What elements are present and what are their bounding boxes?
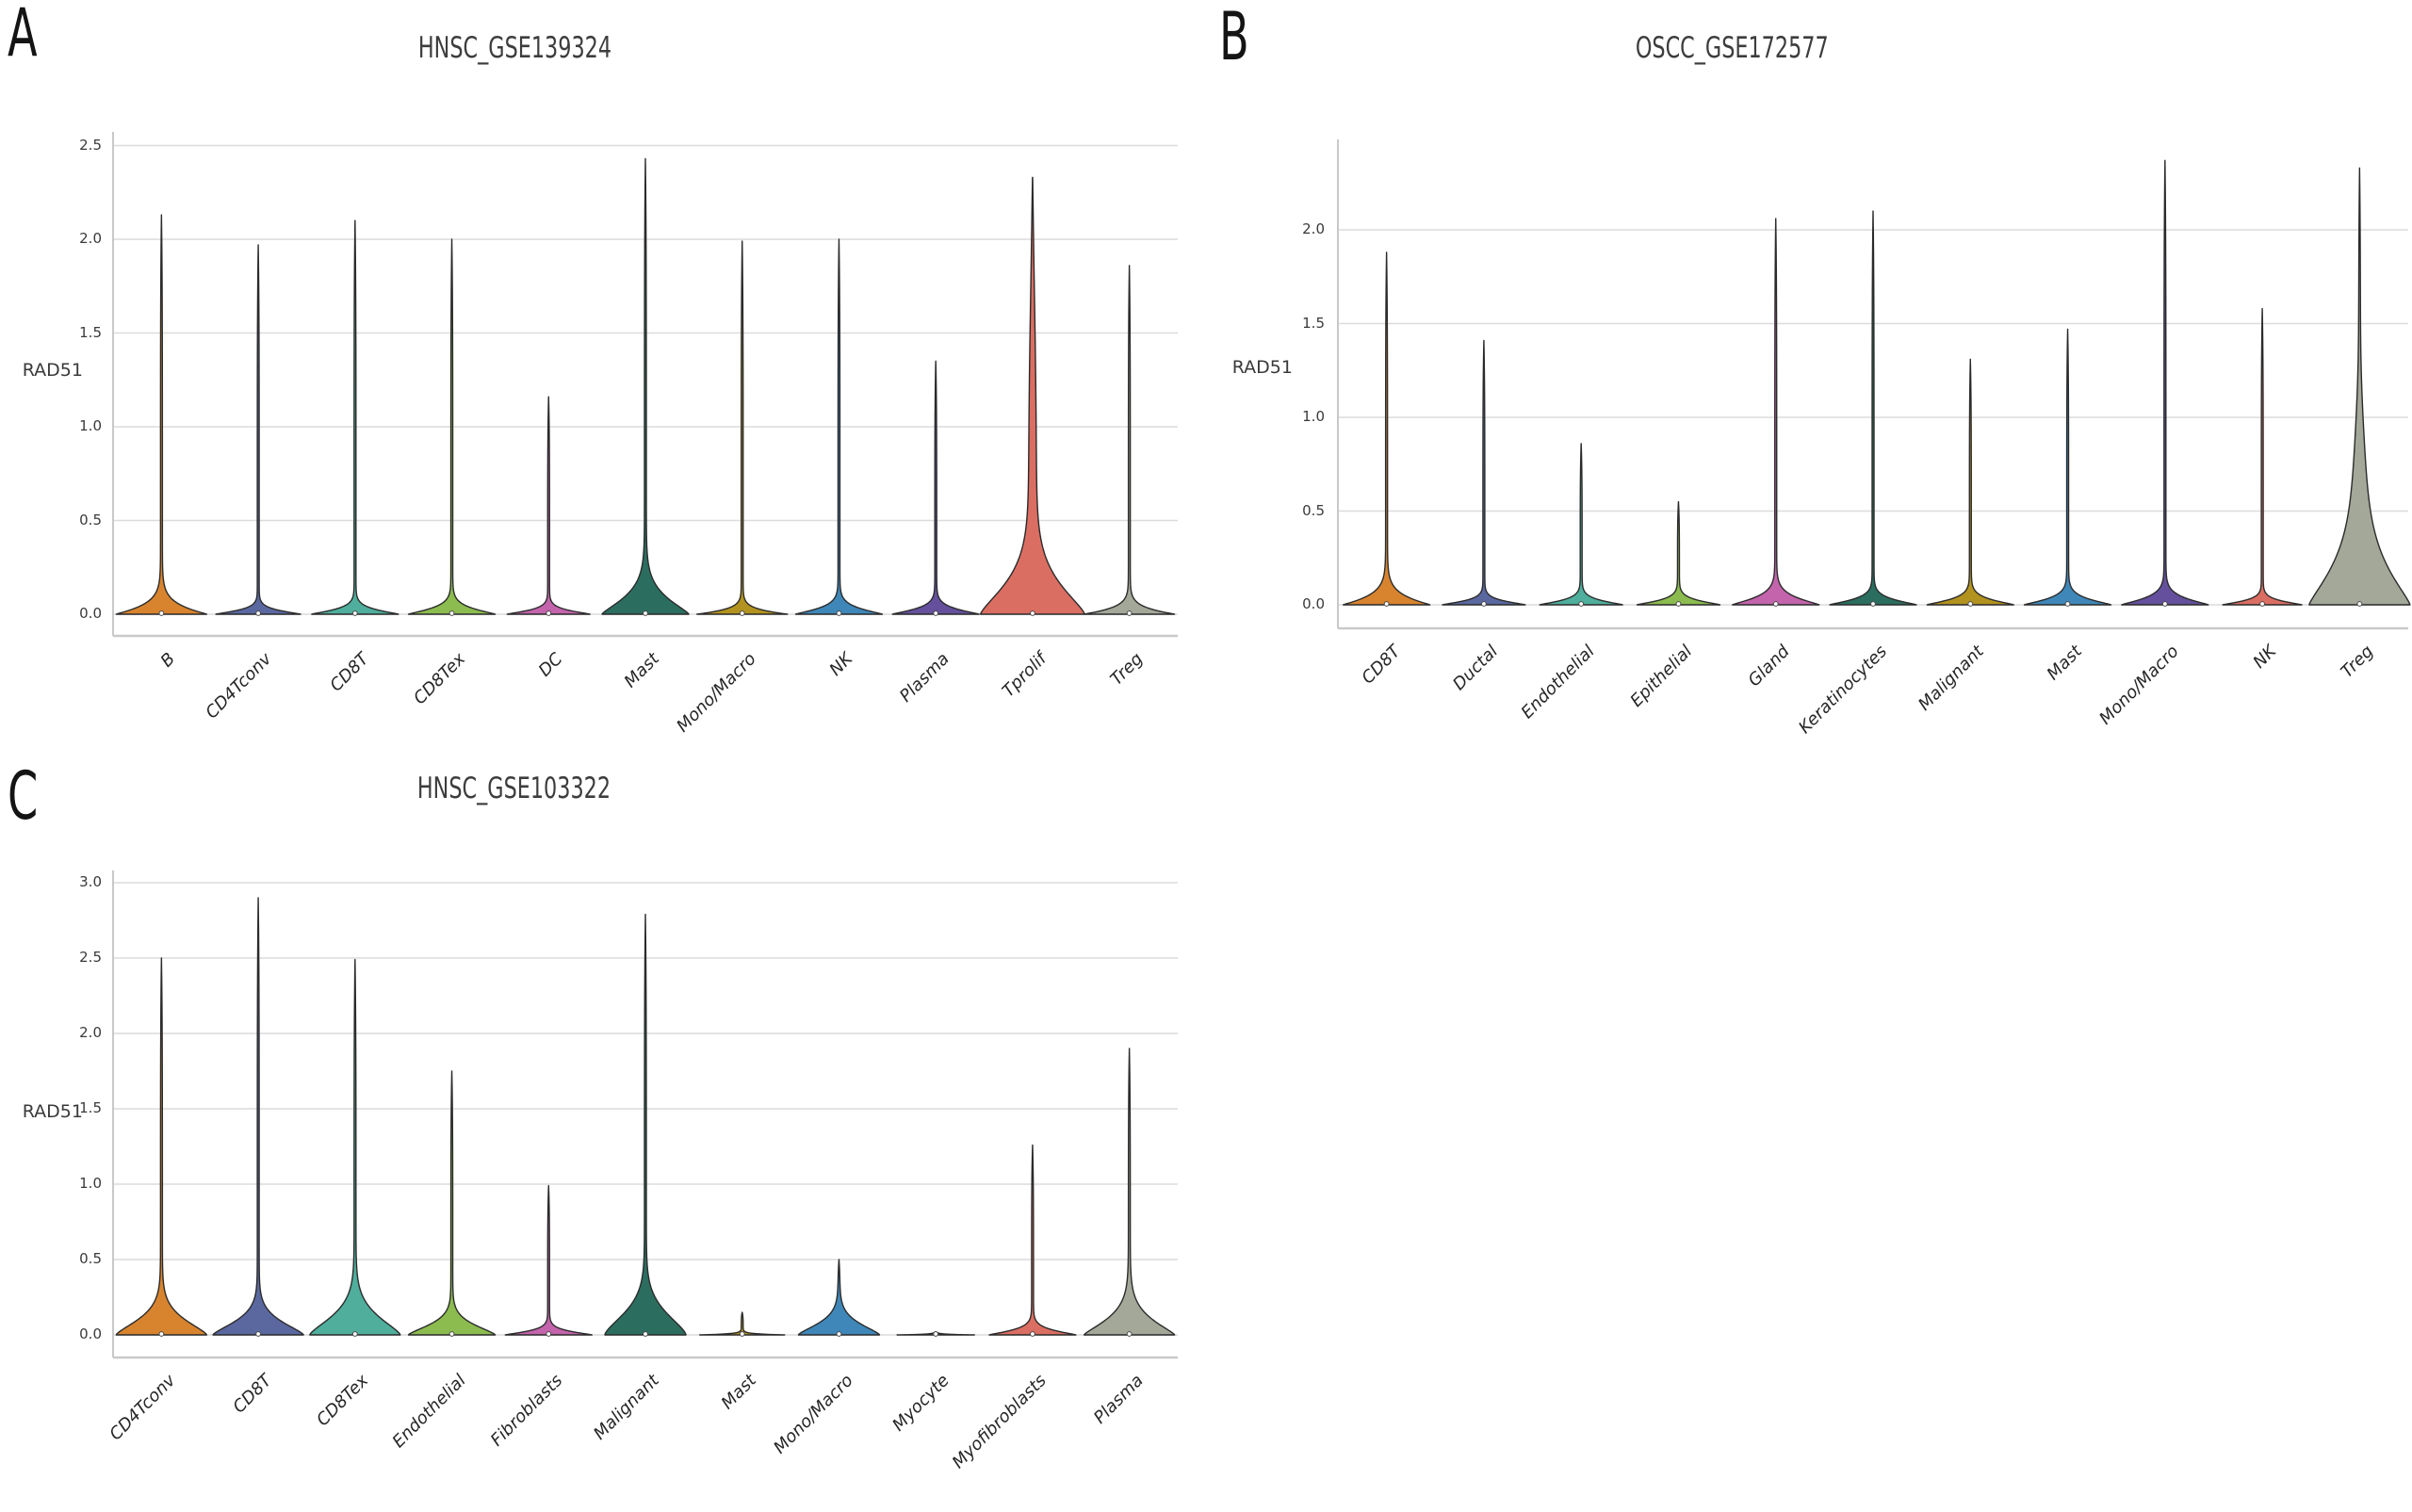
violin-mast — [601, 157, 690, 615]
violin-plasma — [1083, 1048, 1176, 1336]
panel-label-b: B — [1219, 0, 1249, 75]
median-dot — [643, 1331, 648, 1337]
median-dot — [1126, 1331, 1133, 1337]
median-dot — [351, 1331, 358, 1337]
y-tick-label: 1.5 — [1302, 314, 1325, 332]
panel-b-title: OSCC_GSE172577 — [1635, 31, 1829, 65]
y-tick-label: 0.0 — [79, 1325, 102, 1342]
median-dot — [739, 1331, 745, 1337]
y-tick-label: 1.0 — [79, 1175, 102, 1192]
y-tick-label: 1.5 — [79, 1099, 102, 1116]
median-dot — [255, 1331, 261, 1337]
median-dot — [158, 610, 165, 616]
violin-tprolif — [980, 176, 1085, 615]
panel-a-y-axis-label: RAD51 — [22, 360, 83, 381]
violin-ductal — [1442, 339, 1526, 606]
violin-cd8tex — [407, 238, 497, 615]
y-tick-label: 0.5 — [1302, 501, 1325, 519]
violin-treg — [1083, 265, 1176, 615]
median-dot — [1030, 1331, 1035, 1337]
violin-myofibroblasts — [988, 1144, 1077, 1336]
median-dot — [546, 1331, 552, 1337]
violin-mast — [699, 1311, 786, 1336]
y-tick-label: 2.0 — [79, 230, 102, 247]
violin-cd4tconv — [115, 957, 208, 1336]
panel-c-plot — [112, 870, 1178, 1359]
violin-endothelial — [407, 1070, 497, 1336]
panel-a-plot — [112, 132, 1178, 638]
y-tick-label: 0.0 — [1302, 595, 1325, 612]
median-dot — [836, 1331, 842, 1337]
panel-b-y-axis-label: RAD51 — [1231, 357, 1293, 378]
violin-mast — [2023, 328, 2112, 606]
y-tick-label: 2.0 — [79, 1024, 102, 1041]
violin-cd8t — [212, 897, 304, 1336]
y-tick-label: 1.0 — [79, 417, 102, 434]
median-dot — [933, 610, 939, 616]
y-tick-label: 0.0 — [79, 605, 102, 622]
median-dot — [2161, 601, 2168, 607]
median-dot — [448, 610, 455, 616]
violin-gland — [1732, 218, 1820, 606]
y-tick-label: 0.5 — [79, 1250, 102, 1267]
panel-a-title: HNSC_GSE139324 — [417, 31, 611, 65]
median-dot — [1578, 601, 1585, 607]
violin-malignant — [604, 913, 687, 1336]
violin-plasma — [891, 360, 980, 615]
y-tick-label: 0.5 — [79, 511, 102, 528]
violin-mono-macro — [2121, 159, 2209, 606]
median-dot — [1126, 610, 1133, 616]
y-tick-label: 3.0 — [79, 873, 102, 890]
violin-cd8tex — [309, 958, 401, 1336]
y-tick-label: 1.0 — [1302, 408, 1325, 425]
violin-cd8t — [1342, 252, 1431, 606]
violin-cd8t — [311, 219, 399, 615]
median-dot — [1481, 601, 1487, 607]
violin-mono-macro — [797, 1259, 881, 1336]
y-tick-label: 2.5 — [79, 136, 102, 154]
median-dot — [739, 610, 745, 616]
median-dot — [1870, 601, 1876, 607]
panel-c-y-axis-label: RAD51 — [22, 1101, 83, 1122]
violin-dc — [506, 396, 591, 615]
median-dot — [351, 610, 358, 616]
violin-b — [115, 214, 208, 615]
panel-c-title: HNSC_GSE103322 — [416, 772, 611, 805]
y-tick-label: 2.0 — [1302, 220, 1325, 237]
median-dot — [1030, 610, 1035, 616]
median-dot — [255, 610, 261, 616]
y-tick-label: 1.5 — [79, 323, 102, 341]
median-dot — [643, 610, 648, 616]
y-tick-label: 2.5 — [79, 949, 102, 966]
violin-treg — [2308, 167, 2411, 606]
violin-malignant — [1926, 358, 2014, 606]
violin-mono-macro — [696, 240, 789, 615]
median-dot — [546, 610, 552, 616]
panel-label-a: A — [8, 0, 38, 72]
median-dot — [2064, 601, 2071, 607]
median-dot — [933, 1331, 939, 1337]
violin-fibroblasts — [504, 1184, 593, 1336]
median-dot — [1772, 601, 1779, 607]
violin-epithelial — [1636, 500, 1721, 606]
median-dot — [448, 1331, 455, 1337]
median-dot — [2356, 601, 2363, 607]
violin-keratinocytes — [1829, 210, 1917, 606]
median-dot — [1967, 601, 1974, 607]
violin-nk — [794, 238, 884, 615]
median-dot — [1383, 601, 1390, 607]
median-dot — [158, 1331, 165, 1337]
median-dot — [836, 610, 842, 616]
median-dot — [1675, 601, 1682, 607]
median-dot — [2259, 601, 2265, 607]
violin-endothelial — [1539, 443, 1623, 606]
panel-b-plot — [1337, 139, 2411, 630]
violin-cd4tconv — [215, 244, 302, 615]
panel-label-c: C — [8, 757, 39, 835]
violin-nk — [2222, 307, 2303, 606]
